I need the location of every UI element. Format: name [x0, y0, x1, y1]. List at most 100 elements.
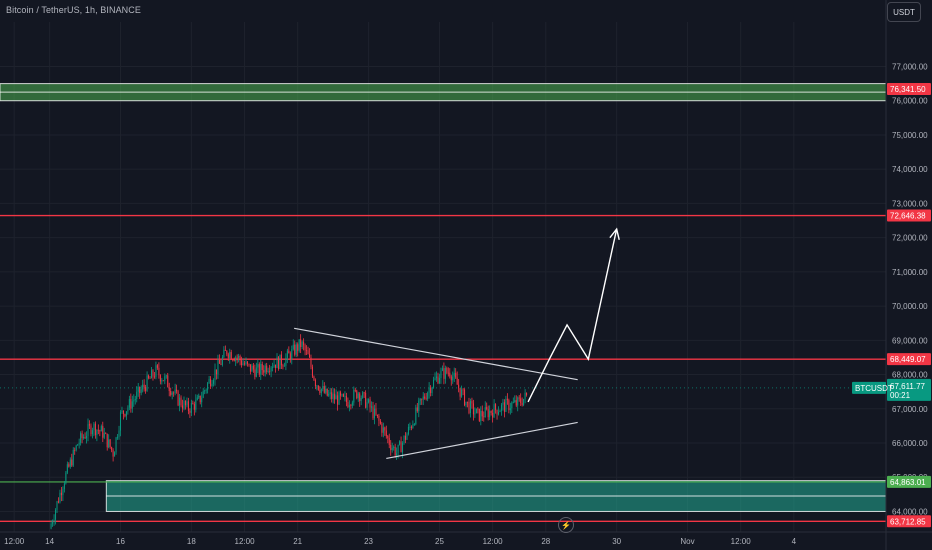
candle-body	[69, 459, 71, 467]
candle-body	[109, 439, 111, 448]
candle-body	[366, 402, 368, 408]
candle-body	[332, 393, 334, 399]
candle-body	[174, 389, 176, 393]
candle-body	[382, 427, 384, 433]
candle-body	[128, 399, 130, 408]
candle-body	[210, 379, 212, 387]
x-tick-label: 23	[364, 537, 373, 546]
candle-body	[427, 392, 429, 400]
candle-body	[450, 376, 452, 381]
zone-price-label: 76,341.50	[890, 85, 926, 94]
candle-body	[337, 395, 339, 405]
candle-body	[425, 398, 427, 400]
candle-body	[498, 412, 500, 415]
levels	[0, 214, 886, 522]
candle-body	[204, 390, 206, 392]
candle-body	[187, 401, 189, 411]
x-tick-label: 4	[792, 537, 797, 546]
candle-body	[158, 367, 160, 376]
candle-body	[277, 357, 280, 369]
candle-body	[506, 398, 508, 401]
candle-body	[449, 372, 451, 377]
candle-body	[431, 387, 433, 394]
price-axis[interactable]: 64,000.0065,000.0066,000.0067,000.0068,0…	[885, 0, 928, 550]
candle-body	[149, 378, 151, 379]
level-price-label: 72,646.38	[890, 212, 926, 221]
candle-body	[124, 414, 126, 417]
candle-body	[359, 393, 361, 402]
candle-body	[362, 392, 364, 398]
x-tick-label: 28	[541, 537, 550, 546]
current-price-label-bg	[887, 378, 931, 401]
candle-body	[270, 367, 272, 372]
candle-body	[258, 364, 260, 375]
candle-body	[96, 429, 98, 436]
x-tick-label: 12:00	[235, 537, 256, 546]
candle-body	[139, 386, 141, 393]
candle-body	[152, 370, 154, 377]
y-tick-label: 73,000.00	[892, 199, 928, 208]
candle-body	[254, 369, 256, 377]
candle-body	[241, 360, 243, 365]
candle-body	[487, 409, 489, 418]
candle-body	[108, 439, 110, 448]
y-tick-label: 74,000.00	[892, 165, 928, 174]
y-tick-label: 71,000.00	[892, 268, 928, 277]
candle-body	[261, 363, 263, 371]
candle-body	[489, 410, 491, 418]
candle-body	[410, 426, 412, 428]
candle-body	[146, 375, 148, 391]
candle-body	[68, 464, 70, 467]
candle-body	[84, 436, 86, 439]
level-price-label: 68,449.07	[890, 355, 926, 364]
candle-body	[145, 387, 147, 391]
time-axis[interactable]: 12:00 14 16 18 12:00 21 23 25 12:00 28 30 Nov 12:00 4	[0, 531, 932, 546]
candle-body	[97, 429, 99, 431]
candle-body	[294, 344, 296, 355]
candle-body	[106, 433, 108, 448]
candle-body	[300, 339, 302, 347]
candle-body	[433, 379, 435, 388]
candle-body	[402, 442, 404, 453]
candle-body	[428, 387, 430, 393]
candle-body	[397, 444, 399, 454]
zones	[0, 83, 887, 512]
candle-body	[168, 387, 170, 392]
candle-body	[66, 464, 68, 473]
candles	[50, 334, 528, 530]
candle-body	[369, 399, 371, 408]
candle-body	[266, 365, 268, 372]
candle-body	[239, 356, 241, 361]
candle-body	[198, 395, 200, 398]
candle-body	[474, 413, 476, 415]
replay-icon[interactable]: ⚡	[558, 517, 574, 533]
candle-body	[189, 410, 191, 413]
candle-body	[283, 365, 285, 367]
y-tick-label: 75,000.00	[892, 131, 928, 140]
candle-body	[297, 344, 299, 351]
candle-body	[214, 369, 216, 381]
candle-body	[285, 357, 287, 366]
candle-body	[117, 436, 119, 438]
candle-body	[304, 345, 306, 351]
candle-body	[523, 398, 525, 406]
candle-body	[75, 445, 77, 451]
candle-body	[280, 354, 282, 366]
candle-body	[52, 522, 54, 524]
candle-body	[148, 375, 150, 379]
candle-body	[521, 402, 523, 406]
candle-body	[365, 392, 367, 408]
candle-body	[472, 403, 474, 415]
candle-body	[340, 392, 342, 396]
candle-body	[348, 405, 350, 408]
y-tick-label: 66,000.00	[892, 439, 928, 448]
candle-body	[344, 396, 346, 398]
candle-body	[173, 392, 175, 394]
candle-body	[303, 341, 305, 346]
candle-body	[125, 411, 127, 417]
currency-button[interactable]: USDT	[887, 2, 921, 22]
x-tick-label: 18	[187, 537, 196, 546]
candle-body	[490, 410, 492, 413]
candle-body	[288, 350, 290, 354]
